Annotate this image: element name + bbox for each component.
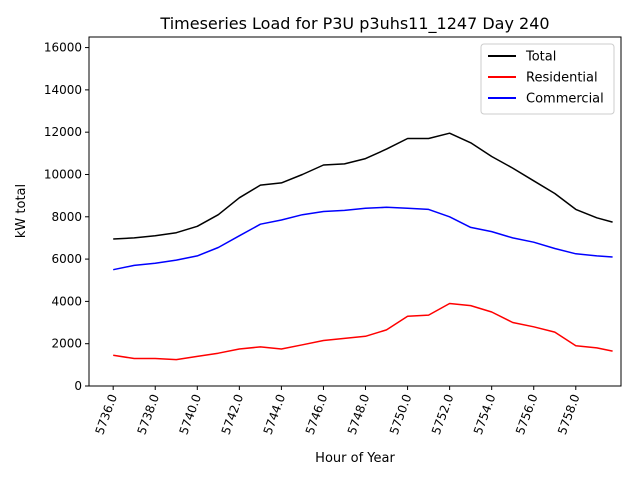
x-tick-label: 5756.0 [513,392,541,436]
x-tick-label: 5742.0 [219,392,247,436]
y-axis-ticks: 0 2000 4000 6000 8000 10000 12000 14000 16000 [44,41,89,393]
legend-item-residential: Residential [488,71,598,86]
legend-item-total: Total [488,50,556,65]
y-tick-label: 2000 [51,337,82,351]
y-tick-label: 0 [74,379,82,393]
x-tick-label: 5738.0 [135,392,163,436]
y-tick-label: 14000 [44,83,82,97]
y-tick-label: 4000 [51,294,82,308]
plot-frame [88,36,622,387]
legend-label: Residential [526,71,598,86]
x-tick-label: 5744.0 [261,392,289,436]
x-tick-label: 5740.0 [177,392,205,436]
x-tick-label: 5754.0 [471,392,499,436]
x-tick-label: 5736.0 [92,392,120,436]
series-layer [113,132,613,361]
y-tick-label: 12000 [44,125,82,139]
x-tick-label: 5752.0 [429,392,457,436]
series-line-commercial [113,206,613,271]
legend-box [480,43,615,115]
legend: Total Residential Commercial [480,43,615,115]
legend-item-commercial: Commercial [488,92,604,107]
chart-title: Timeseries Load for P3U p3uhs11_1247 Day… [159,14,549,34]
x-tick-label: 5748.0 [345,392,373,436]
x-axis-ticks: 5736.0 5738.0 5740.0 5742.0 5744.0 5746.0 5748… [92,386,583,436]
x-tick-label: 5746.0 [303,392,331,436]
x-axis-label: Hour of Year [315,451,395,466]
legend-label: Commercial [526,92,604,107]
y-tick-label: 6000 [51,252,82,266]
x-tick-label: 5758.0 [555,392,583,436]
y-tick-label: 16000 [44,41,82,55]
legend-label: Total [525,50,556,65]
series-line-residential [113,302,613,361]
legend-items: Total Residential Commercial [488,50,604,107]
y-axis-label: kW total [14,184,29,238]
series-line-total [113,132,613,240]
y-tick-label: 10000 [44,167,82,181]
x-tick-label: 5750.0 [387,392,415,436]
y-tick-label: 8000 [51,210,82,224]
